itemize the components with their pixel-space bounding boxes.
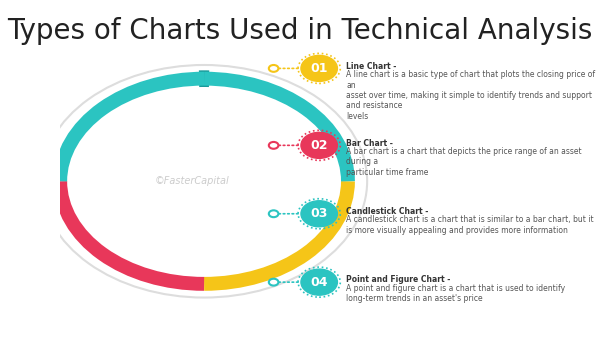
Text: Point and Figure Chart -: Point and Figure Chart - (346, 275, 450, 284)
Text: 02: 02 (310, 139, 328, 152)
Circle shape (269, 279, 278, 286)
Text: A bar chart is a chart that depicts the price range of an asset during a
particu: A bar chart is a chart that depicts the … (346, 147, 581, 177)
Circle shape (301, 269, 337, 295)
Text: Bar Chart -: Bar Chart - (346, 139, 392, 147)
Text: A line chart is a basic type of chart that plots the closing price of an
asset o: A line chart is a basic type of chart th… (346, 70, 595, 121)
Text: Types of Charts Used in Technical Analysis: Types of Charts Used in Technical Analys… (7, 17, 593, 45)
Text: A candlestick chart is a chart that is similar to a bar chart, but it
is more vi: A candlestick chart is a chart that is s… (346, 215, 593, 235)
Text: 04: 04 (310, 276, 328, 289)
Text: ©FasterCapital: ©FasterCapital (155, 176, 229, 186)
Circle shape (269, 65, 278, 72)
Circle shape (269, 142, 278, 149)
Circle shape (269, 210, 278, 217)
Text: Line Chart -: Line Chart - (346, 62, 396, 70)
Text: A point and figure chart is a chart that is used to identify
long-term trends in: A point and figure chart is a chart that… (346, 284, 565, 303)
Circle shape (301, 55, 337, 81)
Text: 01: 01 (310, 62, 328, 75)
Text: Candlestick Chart -: Candlestick Chart - (346, 207, 428, 216)
Text: 03: 03 (310, 207, 328, 220)
Circle shape (301, 201, 337, 227)
Circle shape (301, 132, 337, 158)
